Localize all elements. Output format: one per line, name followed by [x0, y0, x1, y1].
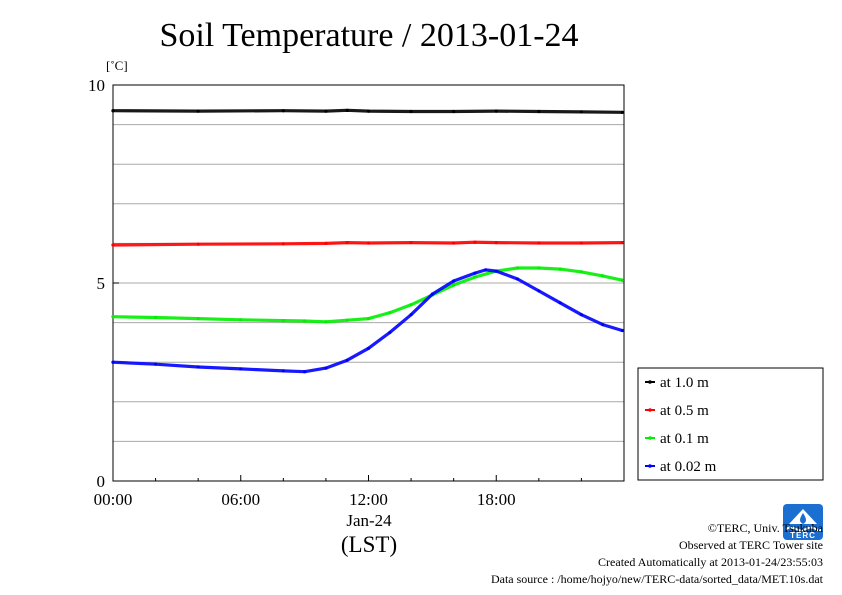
- x-tick-label: 18:00: [477, 490, 516, 509]
- series-point: [409, 303, 413, 307]
- legend: at 1.0 m at 0.5 m at 0.1 m at 0.02 m: [637, 367, 824, 481]
- series-point: [620, 241, 624, 245]
- series-point: [196, 317, 200, 321]
- y-tick-label: 5: [97, 274, 106, 293]
- x-tick-label: 06:00: [221, 490, 260, 509]
- series-point: [601, 274, 605, 278]
- series-point: [558, 267, 562, 271]
- series-point: [620, 328, 624, 333]
- legend-marker: [648, 408, 652, 412]
- series-point: [324, 320, 328, 324]
- series-point: [620, 278, 624, 282]
- series-point: [388, 330, 392, 335]
- series-point: [579, 270, 584, 274]
- series-point: [579, 110, 584, 114]
- created-time-text: Created Automatically at 2013-01-24/23:5…: [598, 555, 823, 569]
- series-point: [601, 322, 605, 327]
- series-point: [303, 370, 307, 374]
- series-point: [366, 317, 371, 321]
- series-point: [345, 108, 349, 112]
- observed-site-text: Observed at TERC Tower site: [678, 538, 823, 552]
- series-point: [515, 277, 520, 281]
- series-point: [153, 315, 158, 320]
- series-point: [303, 319, 307, 323]
- series-point: [430, 292, 434, 296]
- series-point: [494, 241, 498, 245]
- series-point: [239, 367, 243, 371]
- series-point: [281, 319, 285, 323]
- series-point: [558, 301, 562, 305]
- legend-label: at 1.0 m: [660, 375, 709, 391]
- series-point: [196, 242, 200, 246]
- series-point: [452, 109, 456, 114]
- y-tick-label: 0: [97, 472, 106, 491]
- series-point: [111, 243, 115, 247]
- copyright-text: ©TERC, Univ. Tsukuba: [707, 521, 823, 535]
- series-point: [324, 366, 328, 370]
- grid-lines: [113, 124, 624, 442]
- series-point: [473, 271, 477, 275]
- series-point: [196, 365, 200, 369]
- x-date-label: Jan-24: [346, 511, 392, 530]
- series-point: [366, 109, 371, 113]
- series-point: [579, 313, 584, 317]
- series-point: [345, 358, 349, 362]
- series-point: [153, 362, 158, 366]
- series-point: [452, 279, 456, 283]
- series-point: [111, 315, 115, 319]
- series-point: [537, 241, 541, 245]
- series-point: [409, 109, 413, 114]
- series-point: [366, 241, 371, 245]
- legend-marker: [648, 436, 652, 440]
- series-lines: [111, 108, 624, 374]
- logo-wordmark: TERC: [790, 531, 816, 540]
- series-point: [281, 369, 285, 373]
- series-point: [473, 275, 477, 279]
- series-point: [111, 360, 115, 364]
- series-point: [452, 283, 456, 287]
- series-point: [409, 241, 413, 245]
- series-point: [239, 318, 243, 322]
- legend-box: [637, 367, 824, 481]
- series-point: [537, 289, 541, 293]
- series-point: [579, 241, 584, 245]
- series-line-4: [111, 268, 624, 374]
- series-point: [452, 241, 456, 245]
- series-point: [620, 110, 624, 114]
- series-point: [537, 266, 541, 270]
- x-tick-label: 12:00: [349, 490, 388, 509]
- data-source-text: Data source : /home/hojyo/new/TERC-data/…: [490, 572, 823, 586]
- series-point: [345, 241, 349, 245]
- series-point: [366, 346, 371, 350]
- series-point: [537, 109, 541, 114]
- series-point: [111, 109, 115, 113]
- x-axis-label: (LST): [341, 532, 397, 557]
- y-tick-label: 10: [88, 76, 105, 95]
- series-point: [345, 318, 349, 322]
- chart-title: Soil Temperature / 2013-01-24: [159, 17, 578, 54]
- legend-marker: [648, 380, 652, 384]
- legend-label: at 0.1 m: [660, 431, 709, 447]
- series-point: [388, 311, 392, 315]
- series-point: [324, 241, 328, 245]
- series-point: [281, 242, 285, 246]
- series-point: [324, 109, 328, 113]
- terc-logo: TERC: [783, 504, 823, 540]
- series-point: [196, 109, 200, 113]
- series-point: [494, 269, 498, 273]
- legend-label: at 0.02 m: [660, 459, 717, 475]
- series-point: [409, 313, 413, 317]
- series-point: [473, 240, 477, 244]
- legend-label: at 0.5 m: [660, 403, 709, 419]
- series-point: [484, 268, 488, 272]
- series-point: [281, 109, 285, 113]
- series-point: [515, 266, 520, 270]
- series-line-1: [111, 108, 624, 114]
- y-axis-unit-label: [˚C]: [106, 58, 128, 73]
- x-tick-label: 00:00: [94, 490, 133, 509]
- series-point: [494, 109, 498, 113]
- legend-marker: [648, 464, 652, 468]
- axis-ticks: 0 5 10 00:00 06:00 12:00 18:00: [88, 76, 582, 509]
